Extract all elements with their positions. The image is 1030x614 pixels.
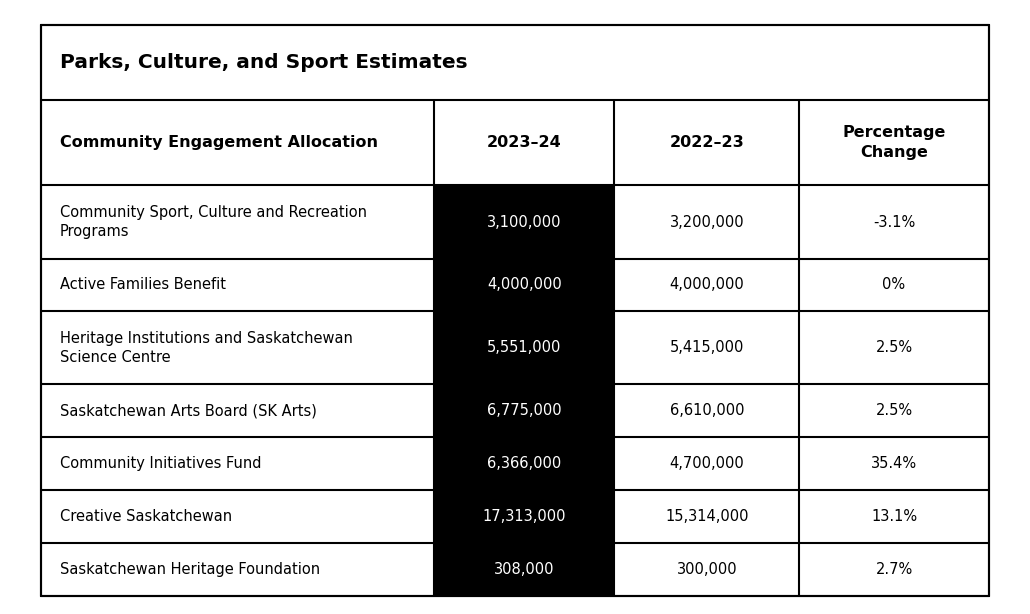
Bar <box>615 437 799 490</box>
Text: Active Families Benefit: Active Families Benefit <box>60 278 226 292</box>
Text: Community Engagement Allocation: Community Engagement Allocation <box>60 135 378 150</box>
Bar <box>615 311 799 384</box>
Bar <box>799 384 989 437</box>
Text: 4,700,000: 4,700,000 <box>670 456 745 471</box>
Bar <box>41 437 435 490</box>
Text: 3,100,000: 3,100,000 <box>487 214 561 230</box>
Text: 13.1%: 13.1% <box>871 509 917 524</box>
Bar <box>435 99 615 185</box>
Text: Parks, Culture, and Sport Estimates: Parks, Culture, and Sport Estimates <box>60 53 468 72</box>
Text: 2022–23: 2022–23 <box>670 135 745 150</box>
Bar <box>41 25 989 99</box>
Bar <box>41 384 435 437</box>
Bar <box>799 437 989 490</box>
Bar <box>799 543 989 596</box>
Bar <box>799 99 989 185</box>
Text: 5,415,000: 5,415,000 <box>670 340 744 356</box>
Bar <box>615 99 799 185</box>
Text: 3,200,000: 3,200,000 <box>670 214 745 230</box>
Text: 2023–24: 2023–24 <box>487 135 561 150</box>
Bar <box>615 490 799 543</box>
Bar <box>799 258 989 311</box>
Text: Creative Saskatchewan: Creative Saskatchewan <box>60 509 232 524</box>
Text: Saskatchewan Arts Board (SK Arts): Saskatchewan Arts Board (SK Arts) <box>60 403 316 418</box>
Text: Percentage
Change: Percentage Change <box>843 125 946 160</box>
Text: 0%: 0% <box>883 278 905 292</box>
Bar <box>799 490 989 543</box>
Text: 2.7%: 2.7% <box>876 562 913 577</box>
Bar <box>615 384 799 437</box>
Bar <box>41 311 435 384</box>
Bar <box>435 490 615 543</box>
Text: 35.4%: 35.4% <box>871 456 917 471</box>
Text: 2.5%: 2.5% <box>876 403 913 418</box>
Bar <box>41 490 435 543</box>
Bar <box>41 543 435 596</box>
Text: 5,551,000: 5,551,000 <box>487 340 561 356</box>
Bar <box>435 258 615 311</box>
Text: 17,313,000: 17,313,000 <box>483 509 567 524</box>
Bar <box>435 185 615 258</box>
Text: Community Sport, Culture and Recreation
Programs: Community Sport, Culture and Recreation … <box>60 205 367 239</box>
Text: 300,000: 300,000 <box>677 562 737 577</box>
Text: -3.1%: -3.1% <box>872 214 916 230</box>
Text: 4,000,000: 4,000,000 <box>670 278 745 292</box>
Text: 6,366,000: 6,366,000 <box>487 456 561 471</box>
Bar <box>615 185 799 258</box>
Text: 15,314,000: 15,314,000 <box>665 509 749 524</box>
Bar <box>615 258 799 311</box>
Bar <box>435 437 615 490</box>
Text: 6,610,000: 6,610,000 <box>670 403 744 418</box>
Bar <box>435 384 615 437</box>
Bar <box>435 543 615 596</box>
Text: Heritage Institutions and Saskatchewan
Science Centre: Heritage Institutions and Saskatchewan S… <box>60 331 352 365</box>
Text: Community Initiatives Fund: Community Initiatives Fund <box>60 456 262 471</box>
Bar <box>799 185 989 258</box>
Text: Saskatchewan Heritage Foundation: Saskatchewan Heritage Foundation <box>60 562 320 577</box>
Bar <box>41 185 435 258</box>
Bar <box>41 258 435 311</box>
Bar <box>435 311 615 384</box>
Text: 2.5%: 2.5% <box>876 340 913 356</box>
Bar <box>615 543 799 596</box>
Bar <box>799 311 989 384</box>
Text: 6,775,000: 6,775,000 <box>487 403 561 418</box>
Text: 308,000: 308,000 <box>494 562 555 577</box>
Bar <box>41 99 435 185</box>
Text: 4,000,000: 4,000,000 <box>487 278 561 292</box>
